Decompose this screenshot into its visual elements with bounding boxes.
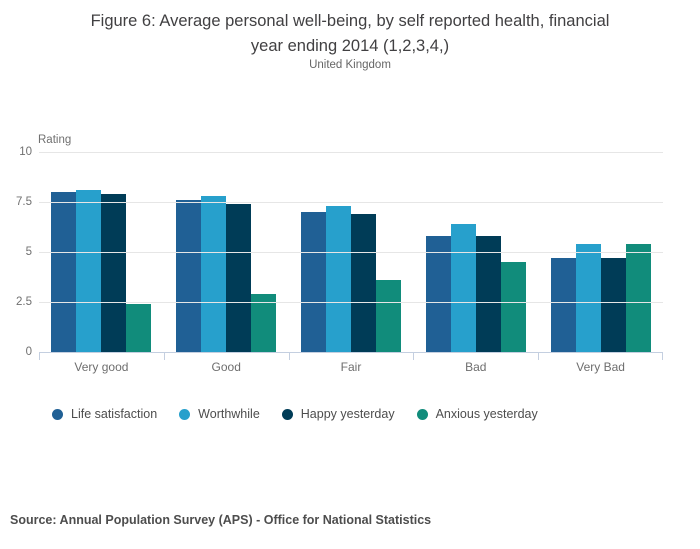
- x-category-label-good: Good: [211, 360, 241, 374]
- life-satisfaction-bar-very-good: [51, 192, 77, 352]
- y-tick-label-0: 0: [25, 346, 32, 358]
- happy-yesterday-bar-good: [226, 204, 252, 352]
- legend-label: Happy yesterday: [300, 407, 395, 421]
- bar-group-fair: [289, 152, 414, 352]
- bar-group-good: [164, 152, 289, 352]
- x-axis-tick: [39, 352, 40, 360]
- x-axis-tick: [662, 352, 663, 360]
- anxious-yesterday-bar-very-bad: [625, 244, 651, 352]
- happy-yesterday-bar-fair: [350, 214, 376, 352]
- legend-dot-icon: [179, 408, 191, 420]
- y-axis-title: Rating: [38, 134, 72, 146]
- x-category-label-very-bad: Very Bad: [576, 360, 625, 374]
- bar-group-very-good: [39, 152, 164, 352]
- anxious-yesterday-bar-bad: [500, 262, 526, 352]
- life-satisfaction-bar-very-bad: [550, 258, 576, 352]
- happy-yesterday-bar-bad: [475, 236, 501, 352]
- anxious-yesterday-bar-fair: [375, 280, 401, 352]
- x-category-label-bad: Bad: [465, 360, 487, 374]
- bar-group-very-bad: [538, 152, 663, 352]
- legend-item-anxious-yesterday: Anxious yesterday: [416, 407, 538, 421]
- x-category-label-fair: Fair: [340, 360, 362, 374]
- gridline-2.5: [39, 302, 663, 303]
- legend: Life satisfaction Worthwhile Happy yesterd…: [52, 407, 538, 421]
- bar-group-bad: [413, 152, 538, 352]
- legend-item-life-satisfaction: Life satisfaction: [52, 407, 157, 421]
- y-tick-label-5: 5: [25, 246, 32, 258]
- legend-item-happy-yesterday: Happy yesterday: [281, 407, 395, 421]
- y-tick-label-2.5: 2.5: [16, 296, 32, 308]
- legend-dot-icon: [52, 408, 63, 420]
- anxious-yesterday-bar-good: [251, 294, 277, 352]
- y-tick-label-10: 10: [19, 146, 32, 158]
- legend-dot-icon: [416, 408, 428, 420]
- legend-label: Life satisfaction: [71, 407, 158, 421]
- plot-area: 0 2.5 5 7.5 10: [16, 146, 663, 360]
- worthwhile-bar-very-good: [76, 190, 102, 352]
- legend-label: Worthwhile: [198, 407, 260, 421]
- x-category-label-very-good: Very good: [74, 360, 129, 374]
- x-axis-tick: [288, 352, 290, 360]
- legend-label: Anxious yesterday: [435, 407, 538, 421]
- x-axis-tick: [163, 352, 165, 360]
- x-axis-tick: [413, 352, 415, 360]
- chart-title-line2: year ending 2014 (1,2,3,4,): [250, 37, 450, 55]
- source-note: Source: Annual Population Survey (APS) -…: [10, 513, 432, 527]
- bar-groups: [39, 152, 663, 352]
- worthwhile-bar-good: [201, 196, 227, 352]
- chart-title-line1: Figure 6: Average personal well-being, b…: [90, 12, 610, 30]
- life-satisfaction-bar-fair: [300, 212, 326, 352]
- worthwhile-bar-bad: [450, 224, 476, 352]
- worthwhile-bar-fair: [325, 206, 351, 352]
- life-satisfaction-bar-good: [176, 200, 202, 352]
- life-satisfaction-bar-bad: [425, 236, 451, 352]
- happy-yesterday-bar-very-good: [101, 194, 127, 352]
- chart-subtitle: United Kingdom: [309, 59, 391, 71]
- chart-title: Figure 6: Average personal well-being, b…: [0, 9, 700, 59]
- y-tick-label-7.5: 7.5: [16, 196, 32, 208]
- gridline-7.5: [39, 202, 663, 203]
- happy-yesterday-bar-very-bad: [600, 258, 626, 352]
- x-axis-tick: [538, 352, 540, 360]
- x-axis-labels: Very good Good Fair Bad Very Bad: [39, 360, 663, 374]
- gridline-5: [39, 252, 663, 253]
- anxious-yesterday-bar-very-good: [126, 304, 152, 352]
- worthwhile-bar-very-bad: [575, 244, 601, 352]
- legend-dot-icon: [281, 408, 293, 420]
- legend-item-worthwhile: Worthwhile: [179, 407, 260, 421]
- gridline-10: [39, 152, 663, 153]
